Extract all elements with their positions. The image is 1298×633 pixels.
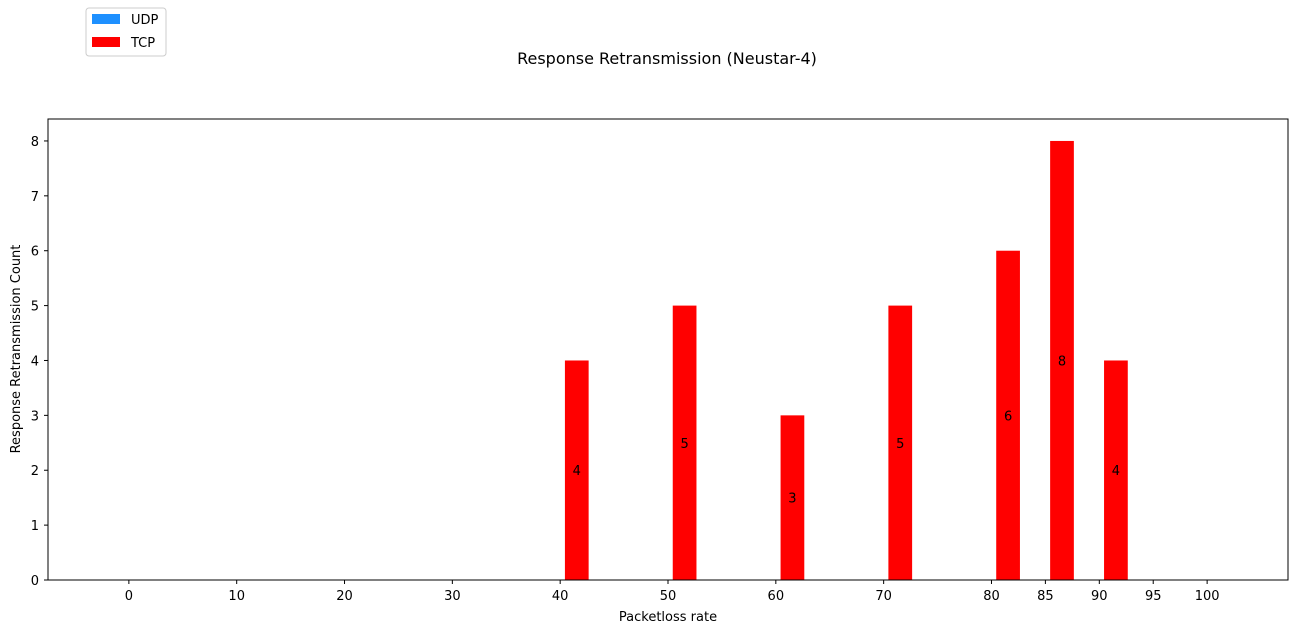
data-label-tcp-85: 8 bbox=[1058, 354, 1066, 369]
plot-frame bbox=[47, 118, 1289, 581]
x-tick-label-50: 50 bbox=[660, 589, 677, 604]
y-tick-label-4: 4 bbox=[31, 354, 39, 369]
x-tick-label-10: 10 bbox=[228, 589, 245, 604]
bar-tcp-60 bbox=[780, 415, 805, 580]
bar-tcp-80 bbox=[996, 250, 1020, 580]
x-tick-label-20: 20 bbox=[336, 589, 353, 604]
legend: UDP TCP bbox=[85, 7, 167, 57]
y-tick-label-6: 6 bbox=[31, 245, 39, 260]
data-label-tcp-70: 5 bbox=[896, 437, 904, 452]
x-axis: 0 10 20 30 40 50 60 70 80 85 90 95 100 bbox=[125, 580, 1220, 604]
x-tick-label-95: 95 bbox=[1145, 589, 1162, 604]
x-tick-label-100: 100 bbox=[1195, 589, 1220, 604]
x-tick-label-30: 30 bbox=[444, 589, 461, 604]
data-label-tcp-40: 4 bbox=[573, 464, 581, 479]
y-tick-label-0: 0 bbox=[31, 574, 39, 589]
bar-tcp-85 bbox=[1050, 140, 1074, 580]
x-tick-label-90: 90 bbox=[1091, 589, 1108, 604]
data-label-tcp-60: 3 bbox=[788, 492, 796, 507]
legend-swatch-udp bbox=[92, 14, 120, 24]
legend-label-udp: UDP bbox=[131, 13, 159, 28]
data-label-tcp-90: 4 bbox=[1112, 464, 1120, 479]
x-axis-label: Packetloss rate bbox=[619, 610, 717, 625]
data-label-tcp-80: 6 bbox=[1004, 409, 1012, 424]
y-tick-label-2: 2 bbox=[31, 464, 39, 479]
bar-tcp-90 bbox=[1104, 360, 1128, 580]
y-tick-label-3: 3 bbox=[31, 409, 39, 424]
y-tick-label-7: 7 bbox=[31, 190, 39, 205]
x-tick-label-80: 80 bbox=[983, 589, 1000, 604]
x-tick-label-40: 40 bbox=[552, 589, 569, 604]
bar-tcp-70 bbox=[888, 305, 913, 580]
x-tick-label-70: 70 bbox=[875, 589, 892, 604]
x-tick-label-85: 85 bbox=[1037, 589, 1054, 604]
x-tick-label-60: 60 bbox=[768, 589, 785, 604]
y-axis-label: Response Retransmission Count bbox=[9, 245, 24, 454]
bar-tcp-40 bbox=[564, 360, 589, 580]
bar-tcp-50 bbox=[672, 305, 697, 580]
legend-label-tcp: TCP bbox=[130, 36, 155, 51]
chart-title: Response Retransmission (Neustar-4) bbox=[517, 49, 817, 68]
data-label-tcp-50: 5 bbox=[680, 437, 688, 452]
y-axis: 0 1 2 3 4 5 6 7 8 bbox=[31, 135, 48, 589]
y-tick-label-1: 1 bbox=[31, 519, 39, 534]
x-tick-label-0: 0 bbox=[125, 589, 133, 604]
bars bbox=[564, 140, 1128, 580]
y-tick-label-8: 8 bbox=[31, 135, 39, 150]
y-tick-label-5: 5 bbox=[31, 300, 39, 315]
data-labels: 4 5 3 5 6 8 4 bbox=[573, 354, 1120, 506]
legend-swatch-tcp bbox=[92, 37, 120, 47]
